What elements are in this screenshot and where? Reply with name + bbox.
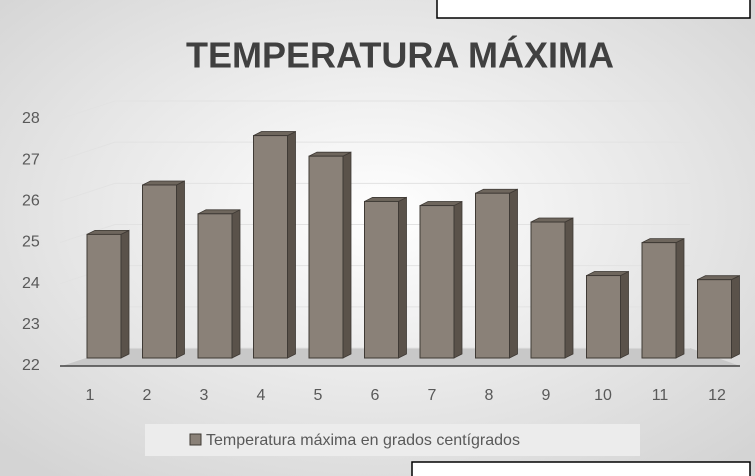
x-tick-label: 6 (371, 387, 380, 404)
x-tick-label: 8 (485, 387, 494, 404)
x-tick-label: 4 (257, 387, 266, 404)
bar-side (176, 180, 185, 359)
bar-top (586, 271, 629, 276)
y-tick-label: 26 (22, 193, 40, 210)
bar (364, 200, 399, 359)
bar-side (509, 188, 518, 359)
x-tick-label: 11 (652, 387, 669, 404)
bar-side (564, 217, 574, 359)
bar (197, 213, 233, 359)
overlay-box (411, 461, 751, 476)
x-tick-label: 9 (542, 387, 551, 404)
bar (697, 279, 732, 359)
y-tick-label: 25 (22, 234, 40, 251)
bar (530, 221, 566, 359)
x-tick-label: 12 (708, 387, 726, 404)
bar (419, 205, 455, 359)
bar-side (453, 200, 463, 359)
bar (253, 135, 288, 359)
bar-side (675, 237, 685, 359)
bar-side (231, 209, 241, 359)
bar-top (697, 275, 740, 281)
overlay-box (436, 0, 751, 19)
x-tick-label: 10 (594, 387, 612, 404)
bar-top (530, 217, 574, 223)
chart-title: TEMPERATURA MÁXIMA (186, 35, 614, 76)
bar-top (419, 201, 463, 206)
grid-line (59, 141, 690, 161)
legend (145, 424, 640, 456)
legend-swatch (189, 433, 202, 446)
bar (641, 242, 677, 359)
bar (308, 155, 344, 359)
bar-side (620, 270, 629, 359)
grid-line (59, 182, 690, 202)
x-tick-label: 1 (86, 387, 95, 404)
bar-top (142, 180, 185, 186)
x-tick-label: 2 (143, 387, 152, 404)
y-tick-label: 27 (22, 151, 40, 168)
bar-side (287, 130, 296, 359)
bar (586, 275, 621, 359)
bar (86, 233, 122, 359)
bar-side (398, 196, 407, 359)
x-tick-label: 3 (200, 387, 209, 404)
bar-side (120, 229, 130, 359)
bar-top (308, 151, 352, 157)
y-tick-label: 24 (22, 275, 40, 292)
bar (475, 192, 510, 359)
legend-label: Temperatura máxima en grados centígrados (206, 432, 520, 449)
y-tick-label: 22 (22, 357, 40, 374)
grid-line (59, 100, 690, 120)
x-tick-label: 5 (314, 387, 323, 404)
bar-side (342, 151, 352, 359)
bar-top (641, 238, 685, 244)
legend-box (145, 424, 640, 456)
bar-side (731, 275, 740, 359)
bar-top (253, 131, 296, 136)
y-tick-label: 28 (22, 110, 40, 127)
bar-top (86, 229, 130, 235)
bar-top (197, 209, 241, 215)
bar-top (475, 188, 518, 194)
bar-top (364, 197, 407, 202)
x-tick-label: 7 (428, 387, 437, 404)
y-tick-label: 23 (22, 316, 40, 333)
bar (142, 184, 177, 359)
